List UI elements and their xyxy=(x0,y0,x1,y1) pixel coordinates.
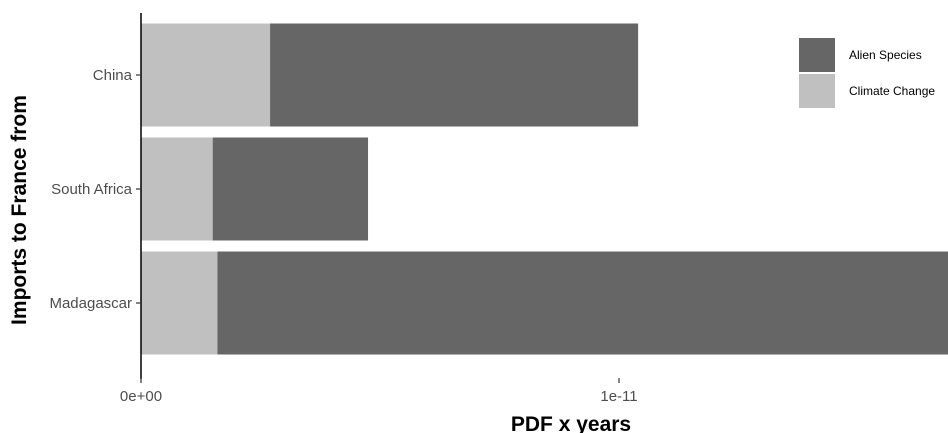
legend-label-climate-change: Climate Change xyxy=(849,84,935,98)
bar-madagascar-alien-species xyxy=(217,251,948,355)
legend-key-alien-species xyxy=(799,38,835,72)
bars-group xyxy=(141,23,948,355)
y-axis-title: Imports to France from xyxy=(8,95,31,325)
legend: Alien Species Climate Change xyxy=(799,38,935,108)
x-tick-label-1e-11: 1e-11 xyxy=(600,388,637,405)
bar-south-africa-alien-species xyxy=(212,137,369,241)
y-tick-label-china: China xyxy=(93,67,133,84)
y-tick-label-madagascar: Madagascar xyxy=(49,295,132,312)
bar-china-alien-species xyxy=(270,23,639,127)
bar-south-africa-climate-change xyxy=(141,137,213,241)
bar-madagascar-climate-change xyxy=(141,251,218,355)
x-axis-title: PDF x years xyxy=(511,413,631,433)
legend-label-alien-species: Alien Species xyxy=(849,48,922,62)
legend-key-climate-change xyxy=(799,74,835,108)
y-tick-label-south-africa: South Africa xyxy=(51,181,133,198)
y-axis-ticks: China South Africa Madagascar xyxy=(49,67,141,312)
bar-china-climate-change xyxy=(141,23,271,127)
x-tick-label-0e-00: 0e+00 xyxy=(120,388,162,405)
